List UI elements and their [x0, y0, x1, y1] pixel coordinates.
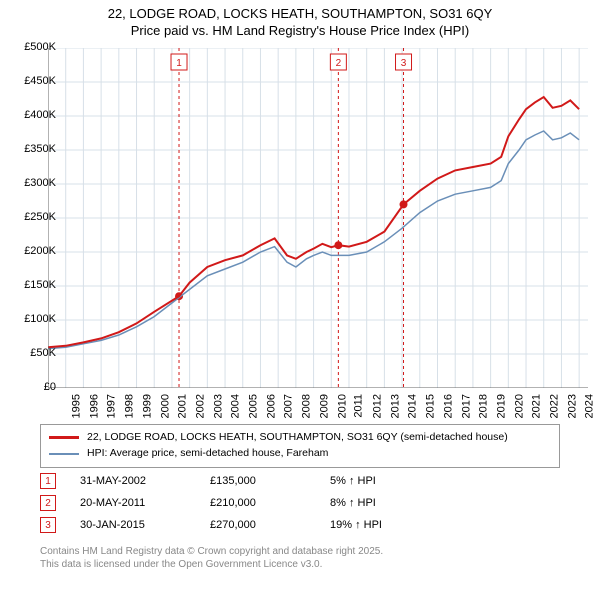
x-tick-label: 2023 — [566, 394, 578, 418]
marker-date: 20-MAY-2011 — [80, 497, 210, 509]
x-tick-label: 2020 — [513, 394, 525, 418]
marker-date: 30-JAN-2015 — [80, 519, 210, 531]
marker-price: £210,000 — [210, 497, 330, 509]
x-tick-label: 2016 — [442, 394, 454, 418]
svg-text:1: 1 — [176, 58, 182, 69]
line-chart-svg: 1 2 3 — [48, 48, 588, 388]
footer-line-2: This data is licensed under the Open Gov… — [40, 558, 383, 571]
marker-price: £270,000 — [210, 519, 330, 531]
x-tick-label: 2015 — [425, 394, 437, 418]
legend-row-price: 22, LODGE ROAD, LOCKS HEATH, SOUTHAMPTON… — [49, 430, 551, 446]
marker-number-box: 2 — [40, 495, 56, 511]
y-tick-label: £50K — [8, 347, 56, 359]
marker-pct: 5% ↑ HPI — [330, 475, 450, 487]
title-line-2: Price paid vs. HM Land Registry's House … — [0, 23, 600, 40]
y-tick-label: £0 — [8, 381, 56, 393]
x-tick-label: 1995 — [70, 394, 82, 418]
x-tick-label: 2017 — [460, 394, 472, 418]
y-tick-label: £450K — [8, 75, 56, 87]
svg-text:2: 2 — [336, 58, 342, 69]
marker-row: 1 31-MAY-2002 £135,000 5% ↑ HPI — [40, 470, 450, 492]
x-tick-label: 2010 — [336, 394, 348, 418]
x-tick-label: 2014 — [407, 394, 419, 418]
legend-box: 22, LODGE ROAD, LOCKS HEATH, SOUTHAMPTON… — [40, 424, 560, 468]
x-tick-label: 2013 — [389, 394, 401, 418]
x-tick-label: 2004 — [230, 394, 242, 418]
x-tick-label: 2007 — [283, 394, 295, 418]
chart-title: 22, LODGE ROAD, LOCKS HEATH, SOUTHAMPTON… — [0, 0, 600, 40]
x-tick-label: 2006 — [265, 394, 277, 418]
x-tick-label: 2019 — [495, 394, 507, 418]
chart-container: 22, LODGE ROAD, LOCKS HEATH, SOUTHAMPTON… — [0, 0, 600, 590]
footer-line-1: Contains HM Land Registry data © Crown c… — [40, 545, 383, 558]
y-tick-label: £400K — [8, 109, 56, 121]
x-tick-label: 2003 — [212, 394, 224, 418]
x-tick-label: 2011 — [353, 394, 365, 418]
x-tick-label: 2009 — [318, 394, 330, 418]
y-tick-label: £300K — [8, 177, 56, 189]
x-tick-label: 2018 — [478, 394, 490, 418]
marker-table: 1 31-MAY-2002 £135,000 5% ↑ HPI 2 20-MAY… — [40, 470, 450, 536]
x-tick-label: 2001 — [177, 394, 189, 418]
legend-label-hpi: HPI: Average price, semi-detached house,… — [87, 446, 328, 462]
x-tick-label: 2008 — [301, 394, 313, 418]
x-tick-label: 1998 — [124, 394, 136, 418]
marker-row: 3 30-JAN-2015 £270,000 19% ↑ HPI — [40, 514, 450, 536]
marker-number-box: 1 — [40, 473, 56, 489]
footer-attribution: Contains HM Land Registry data © Crown c… — [40, 545, 383, 571]
marker-row: 2 20-MAY-2011 £210,000 8% ↑ HPI — [40, 492, 450, 514]
x-tick-label: 1997 — [106, 394, 118, 418]
y-tick-label: £350K — [8, 143, 56, 155]
legend-swatch-price — [49, 436, 79, 439]
x-tick-label: 2005 — [248, 394, 260, 418]
x-tick-label: 2022 — [549, 394, 561, 418]
x-tick-label: 2000 — [159, 394, 171, 418]
legend-row-hpi: HPI: Average price, semi-detached house,… — [49, 446, 551, 462]
x-tick-label: 1996 — [88, 394, 100, 418]
x-tick-label: 2021 — [531, 394, 543, 418]
y-tick-label: £200K — [8, 245, 56, 257]
y-tick-label: £100K — [8, 313, 56, 325]
y-tick-label: £500K — [8, 41, 56, 53]
marker-price: £135,000 — [210, 475, 330, 487]
x-tick-label: 2024 — [584, 394, 596, 418]
svg-text:3: 3 — [401, 58, 407, 69]
legend-swatch-hpi — [49, 453, 79, 455]
marker-date: 31-MAY-2002 — [80, 475, 210, 487]
y-tick-label: £150K — [8, 279, 56, 291]
x-tick-label: 2002 — [194, 394, 206, 418]
chart-area: 1 2 3 — [48, 48, 588, 388]
y-tick-label: £250K — [8, 211, 56, 223]
legend-label-price: 22, LODGE ROAD, LOCKS HEATH, SOUTHAMPTON… — [87, 430, 508, 446]
marker-number-box: 3 — [40, 517, 56, 533]
x-tick-label: 2012 — [371, 394, 383, 418]
marker-pct: 19% ↑ HPI — [330, 519, 450, 531]
x-tick-label: 1999 — [141, 394, 153, 418]
title-line-1: 22, LODGE ROAD, LOCKS HEATH, SOUTHAMPTON… — [0, 6, 600, 23]
marker-pct: 8% ↑ HPI — [330, 497, 450, 509]
